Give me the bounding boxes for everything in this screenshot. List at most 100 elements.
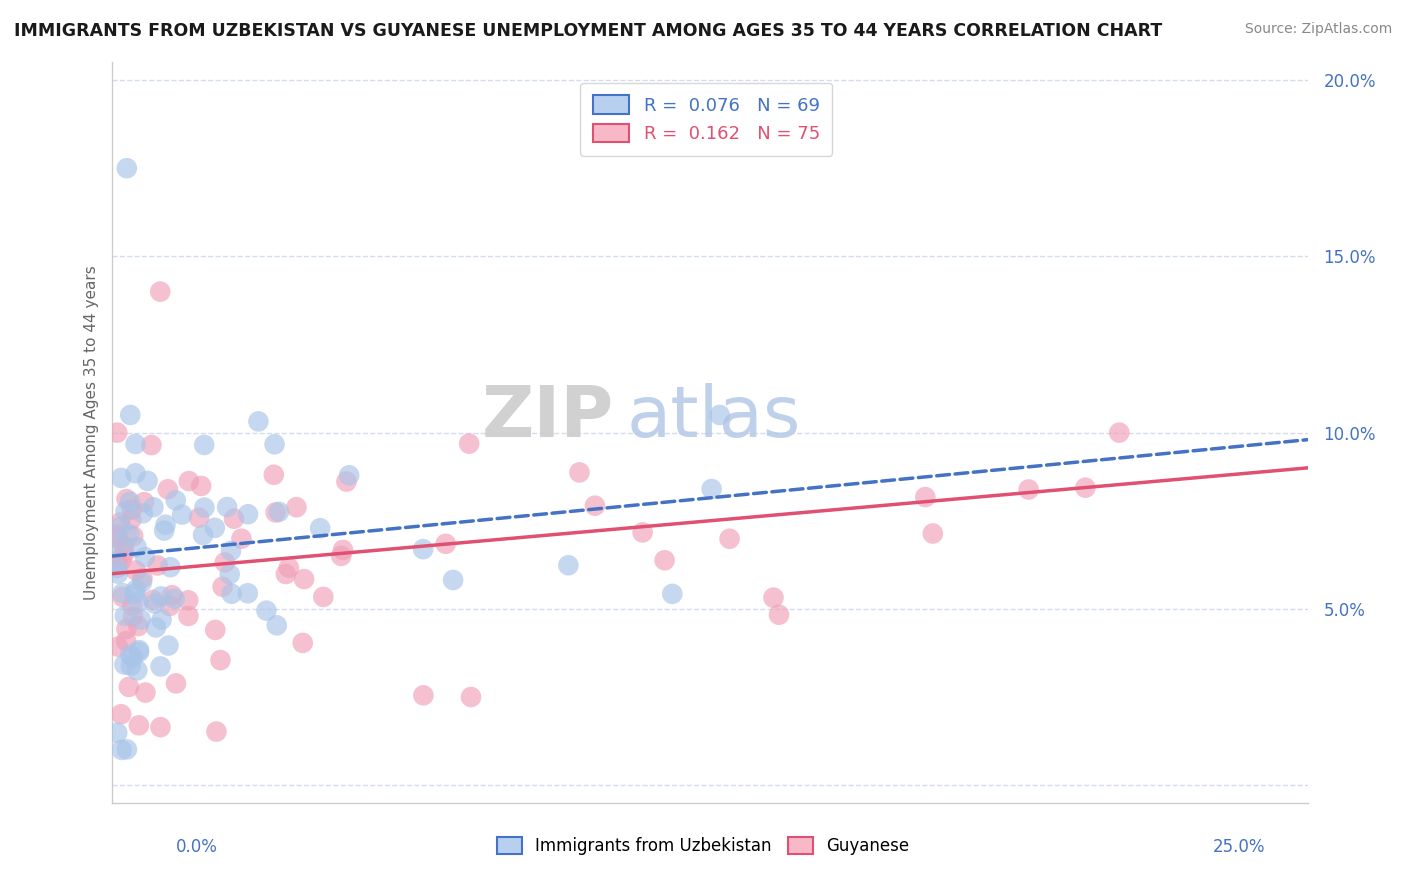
Point [124,467,146,481]
Point [583,499,606,513]
Point [236,586,259,600]
Point [156,483,179,497]
Point [332,543,354,558]
Point [108,516,131,530]
Point [458,436,481,450]
Point [120,408,142,422]
Point [177,474,200,488]
Point [105,538,128,552]
Point [557,558,579,573]
Point [247,414,270,428]
Point [111,553,134,567]
Point [330,549,353,563]
Point [159,560,181,574]
Point [337,468,360,483]
Point [127,595,149,609]
Point [204,623,226,637]
Point [236,508,259,522]
Point [191,528,214,542]
Point [115,634,138,648]
Point [115,622,138,636]
Point [263,467,285,482]
Point [132,506,155,520]
Point [150,613,173,627]
Point [163,591,186,606]
Point [125,540,148,554]
Point [105,425,128,440]
Point [128,718,150,732]
Point [204,521,226,535]
Point [142,500,165,515]
Point [153,524,176,538]
Point [111,743,134,757]
Point [309,521,332,535]
Point [124,587,146,601]
Point [121,599,143,613]
Text: 25.0%: 25.0% [1213,838,1265,855]
Point [631,525,654,540]
Point [434,537,457,551]
Point [110,471,132,485]
Point [108,520,131,534]
Point [762,591,785,605]
Point [122,609,145,624]
Point [112,540,135,554]
Point [120,512,142,526]
Point [107,640,129,654]
Point [129,613,152,627]
Point [149,659,172,673]
Point [159,599,181,613]
Point [231,532,253,546]
Point [125,582,148,597]
Point [335,475,357,489]
Point [568,466,591,480]
Point [654,553,676,567]
Point [1018,483,1040,497]
Point [190,479,212,493]
Point [412,542,434,557]
Point [111,590,134,604]
Point [110,707,132,722]
Text: Source: ZipAtlas.com: Source: ZipAtlas.com [1244,22,1392,37]
Y-axis label: Unemployment Among Ages 35 to 44 years: Unemployment Among Ages 35 to 44 years [83,265,98,600]
Point [274,567,297,582]
Point [134,495,156,509]
Point [292,572,315,586]
Point [134,685,156,699]
Point [165,676,187,690]
Point [700,482,723,496]
Point [105,561,128,575]
Point [1108,425,1130,440]
Point [157,639,180,653]
Point [460,690,482,704]
Point [118,494,141,508]
Point [914,490,936,504]
Point [661,587,683,601]
Point [114,608,136,623]
Point [125,564,148,578]
Point [149,285,172,299]
Point [219,544,242,558]
Point [217,500,239,514]
Text: ZIP: ZIP [482,384,614,452]
Point [127,619,149,633]
Point [105,554,128,568]
Point [128,645,150,659]
Point [134,550,156,565]
Point [267,505,290,519]
Point [921,526,943,541]
Point [118,680,141,694]
Point [120,648,142,662]
Point [209,653,232,667]
Point [111,586,134,600]
Point [141,438,163,452]
Point [222,512,245,526]
Point [277,560,299,574]
Point [150,590,173,604]
Point [160,588,183,602]
Point [218,567,240,582]
Point [718,532,741,546]
Legend: Immigrants from Uzbekistan, Guyanese: Immigrants from Uzbekistan, Guyanese [489,830,917,862]
Point [136,474,159,488]
Point [441,573,464,587]
